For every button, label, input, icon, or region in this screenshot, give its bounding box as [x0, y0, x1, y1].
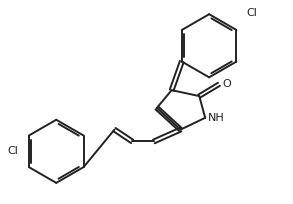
Text: NH: NH: [208, 113, 225, 123]
Text: Cl: Cl: [7, 146, 18, 156]
Text: O: O: [222, 79, 231, 89]
Text: Cl: Cl: [247, 8, 258, 18]
